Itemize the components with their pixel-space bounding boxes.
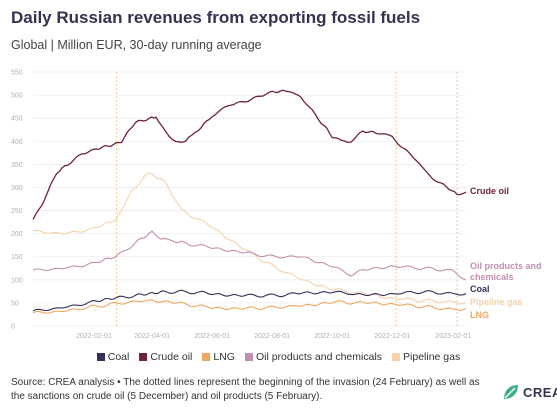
line-chart: 0 50 100 150 200 250 300 350 400 450 500 550 2022-0… — [11, 70, 542, 341]
legend-item-crude-oil: Crude oil — [139, 351, 192, 363]
legend: Coal Crude oil LNG Oil products and chemica… — [0, 351, 557, 363]
x-tick-label: 2022-06-01 — [194, 333, 230, 340]
legend-swatch — [202, 353, 211, 361]
x-tick-label: 2022-12-01 — [374, 333, 410, 340]
series-line-pipeline-gas — [32, 172, 467, 305]
y-tick-label: 500 — [11, 93, 23, 100]
series-label-oil-products-and-chemicals: Oil products and — [470, 261, 542, 271]
series-label-lng: LNG — [470, 310, 489, 320]
series-line-lng — [32, 299, 467, 314]
x-tick-label: 2022-10-01 — [314, 333, 350, 340]
legend-label: Oil products and chemicals — [255, 351, 383, 363]
legend-swatch — [392, 353, 401, 361]
series-line-crude-oil — [32, 89, 467, 220]
source-note: Source: CREA analysis • The dotted lines… — [11, 377, 480, 402]
y-axis-ticks: 0 50 100 150 200 250 300 350 400 450 500 550 — [11, 70, 23, 331]
legend-item-oil-products-and-chemicals: Oil products and chemicals — [244, 351, 383, 363]
legend-item-lng: LNG — [202, 351, 235, 363]
chart-subtitle: Global | Million EUR, 30-day running ave… — [11, 38, 262, 52]
series-label-crude-oil: Crude oil — [470, 186, 509, 196]
y-tick-label: 100 — [11, 277, 23, 284]
y-tick-label: 550 — [11, 70, 23, 77]
x-tick-label: 2023-02-01 — [435, 333, 471, 340]
legend-item-coal: Coal — [96, 351, 130, 363]
event-lines — [116, 72, 458, 326]
legend-label: LNG — [213, 351, 235, 363]
series-label-coal: Coal — [470, 284, 490, 294]
y-tick-label: 350 — [11, 162, 23, 169]
logo-text: CREA — [523, 384, 557, 400]
y-tick-label: 0 — [11, 324, 15, 331]
legend-item-pipeline-gas: Pipeline gas — [392, 351, 460, 363]
legend-swatch — [244, 353, 253, 361]
legend-label: Coal — [107, 351, 130, 363]
grid — [33, 71, 466, 327]
series-label-oil-products-and-chemicals: chemicals — [470, 272, 514, 282]
x-tick-label: 2022-08-01 — [254, 333, 290, 340]
legend-swatch — [139, 353, 148, 361]
series-line-coal — [32, 289, 467, 312]
series-label-pipeline-gas: Pipeline gas — [470, 297, 523, 307]
chart-title: Daily Russian revenues from exporting fo… — [11, 8, 421, 27]
crea-logo: CREA — [502, 384, 557, 400]
y-tick-label: 200 — [11, 231, 23, 238]
y-tick-label: 400 — [11, 139, 23, 146]
x-axis-ticks: 2022-02-01 2022-04-01 2022-06-01 2022-08-01… — [76, 333, 471, 340]
series-lines — [32, 89, 467, 314]
x-tick-label: 2022-04-01 — [134, 333, 170, 340]
y-tick-label: 150 — [11, 254, 23, 261]
legend-label: Pipeline gas — [403, 351, 461, 363]
x-tick-label: 2022-02-01 — [76, 333, 112, 340]
legend-swatch — [96, 353, 105, 361]
series-line-oil-products-and-chemicals — [32, 230, 467, 281]
y-tick-label: 300 — [11, 185, 23, 192]
legend-label: Crude oil — [150, 351, 193, 363]
y-tick-label: 50 — [11, 300, 19, 307]
y-tick-label: 250 — [11, 208, 23, 215]
leaf-icon — [504, 385, 518, 399]
y-tick-label: 450 — [11, 116, 23, 123]
